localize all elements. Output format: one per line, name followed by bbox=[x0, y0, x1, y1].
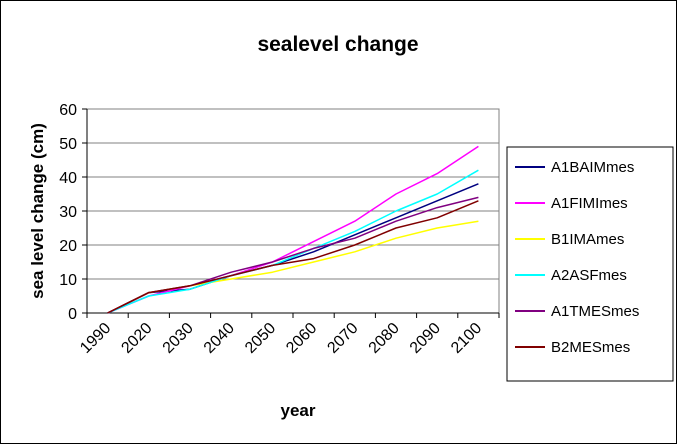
series-line-B1IMAmes bbox=[107, 220, 479, 314]
x-tick-label: 2040 bbox=[201, 320, 238, 357]
legend-entry: A1BAIMmes bbox=[551, 159, 634, 176]
legend-entry: A1TMESmes bbox=[551, 303, 639, 320]
y-tick-label: 60 bbox=[59, 102, 77, 119]
series-lines bbox=[107, 145, 479, 314]
y-tick-label: 30 bbox=[59, 204, 77, 221]
x-tick-label: 2070 bbox=[324, 320, 361, 357]
chart-title: sealevel change bbox=[257, 33, 418, 56]
x-tick-label: 2060 bbox=[283, 320, 320, 357]
legend-box bbox=[506, 146, 674, 382]
legend: A1BAIMmes A1FIMImes B1IMAmes A2ASFmes A1TMES… bbox=[515, 159, 639, 356]
x-tick-label: 2020 bbox=[118, 320, 155, 357]
x-tick-label: 2100 bbox=[448, 320, 485, 357]
x-tick-label: 2080 bbox=[366, 320, 403, 357]
x-tick-label: 2050 bbox=[242, 320, 279, 357]
y-tick-label: 40 bbox=[59, 170, 77, 187]
legend-entry: A2ASFmes bbox=[551, 267, 627, 284]
y-tick-label: 20 bbox=[59, 238, 77, 255]
series-line-A1FIMImes bbox=[107, 145, 479, 314]
x-tick-label: 1990 bbox=[77, 320, 114, 357]
y-tick-label: 0 bbox=[68, 306, 77, 323]
series-line-A1TMESmes bbox=[107, 196, 479, 314]
y-tick-label: 10 bbox=[59, 272, 77, 289]
y-axis-ticks: 0 10 20 30 40 50 60 bbox=[59, 102, 87, 323]
x-axis-ticks: 1990 2020 2030 2040 2050 2060 2070 2080 2090 2100 bbox=[77, 313, 500, 357]
legend-entry: A1FIMImes bbox=[551, 195, 628, 212]
y-axis-label: sea level change (cm) bbox=[28, 123, 47, 299]
x-axis-label: year bbox=[281, 401, 316, 420]
x-tick-label: 2030 bbox=[160, 320, 197, 357]
legend-entry: B1IMAmes bbox=[551, 231, 624, 248]
x-tick-label: 2090 bbox=[407, 320, 444, 357]
y-tick-label: 50 bbox=[59, 136, 77, 153]
series-line-B2MESmes bbox=[107, 200, 479, 314]
series-line-A2ASFmes bbox=[107, 169, 479, 314]
legend-entry: B2MESmes bbox=[551, 339, 630, 356]
